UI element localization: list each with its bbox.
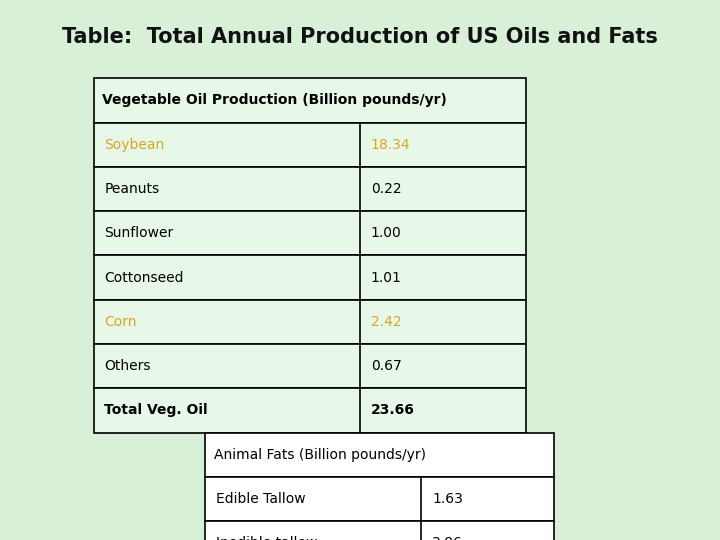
Text: 0.22: 0.22 [371, 182, 402, 196]
Text: Edible Tallow: Edible Tallow [216, 492, 305, 506]
Text: 2.42: 2.42 [371, 315, 402, 329]
Text: Sunflower: Sunflower [104, 226, 174, 240]
Text: 1.00: 1.00 [371, 226, 402, 240]
Text: Others: Others [104, 359, 151, 373]
FancyBboxPatch shape [205, 521, 554, 540]
Text: 18.34: 18.34 [371, 138, 410, 152]
FancyBboxPatch shape [94, 167, 526, 211]
FancyBboxPatch shape [94, 388, 526, 433]
Text: 3.86: 3.86 [432, 536, 463, 540]
Text: 1.63: 1.63 [432, 492, 463, 506]
FancyBboxPatch shape [94, 344, 526, 388]
Text: 23.66: 23.66 [371, 403, 415, 417]
Text: Animal Fats (Billion pounds/yr): Animal Fats (Billion pounds/yr) [214, 448, 426, 462]
Text: Total Veg. Oil: Total Veg. Oil [104, 403, 208, 417]
FancyBboxPatch shape [94, 123, 526, 167]
Text: Soybean: Soybean [104, 138, 165, 152]
FancyBboxPatch shape [94, 211, 526, 255]
Text: Table:  Total Annual Production of US Oils and Fats: Table: Total Annual Production of US Oil… [62, 27, 658, 47]
FancyBboxPatch shape [94, 78, 526, 123]
Text: Cottonseed: Cottonseed [104, 271, 184, 285]
Text: Vegetable Oil Production (Billion pounds/yr): Vegetable Oil Production (Billion pounds… [102, 93, 447, 107]
Text: Corn: Corn [104, 315, 137, 329]
Text: 0.67: 0.67 [371, 359, 402, 373]
FancyBboxPatch shape [94, 255, 526, 300]
FancyBboxPatch shape [205, 433, 554, 477]
Text: 1.01: 1.01 [371, 271, 402, 285]
Text: Peanuts: Peanuts [104, 182, 160, 196]
Text: Inedible tallow: Inedible tallow [216, 536, 318, 540]
FancyBboxPatch shape [205, 477, 554, 521]
FancyBboxPatch shape [94, 300, 526, 344]
